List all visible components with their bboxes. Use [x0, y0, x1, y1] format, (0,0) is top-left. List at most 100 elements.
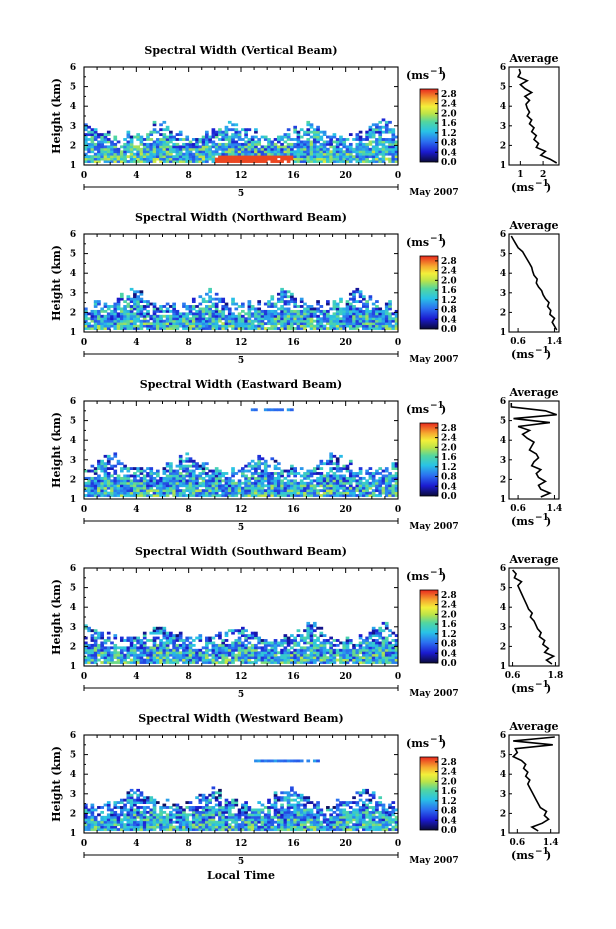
- heatmap-cell: [133, 494, 137, 497]
- heatmap-cell: [110, 157, 114, 161]
- heatmap-cell: [165, 152, 170, 156]
- heatmap-cell: [93, 476, 98, 480]
- heatmap-cell: [286, 408, 291, 412]
- heatmap-cell: [90, 469, 95, 473]
- heatmap-cell: [211, 142, 216, 146]
- heatmap-cell: [221, 130, 226, 134]
- heatmap-cell: [319, 643, 324, 647]
- heatmap-cell: [178, 656, 183, 660]
- heatmap-cell: [368, 133, 373, 136]
- heatmap-cell: [371, 327, 376, 330]
- heatmap-cell: [388, 661, 392, 664]
- heatmap-cell: [293, 317, 297, 321]
- heatmap-cell: [113, 309, 118, 313]
- heatmap-cell: [371, 631, 376, 635]
- heatmap-cell: [133, 651, 137, 655]
- panel-title: Spectral Width (Westward Beam): [138, 712, 343, 725]
- heatmap-cell: [306, 476, 311, 480]
- heatmap-cell: [113, 634, 118, 637]
- heatmap-cell: [129, 643, 134, 647]
- heatmap-cell: [375, 307, 379, 311]
- heatmap-cell: [257, 653, 262, 657]
- heatmap-cell: [178, 476, 183, 480]
- heatmap-cell: [191, 808, 196, 812]
- heatmap-cell: [270, 658, 275, 662]
- heatmap-cell: [290, 317, 294, 321]
- heatmap-cell: [322, 658, 327, 662]
- heatmap-cell: [394, 317, 399, 321]
- heatmap-cell: [149, 152, 154, 156]
- heatmap-cell: [103, 309, 108, 313]
- heatmap-cell: [93, 658, 98, 662]
- heatmap-cell: [198, 467, 203, 470]
- heatmap-cell: [290, 309, 294, 313]
- heatmap-cell: [384, 656, 389, 660]
- heatmap-cell: [231, 327, 235, 330]
- heatmap-cell: [306, 641, 311, 645]
- heatmap-cell: [299, 145, 304, 149]
- heatmap-cell: [244, 639, 248, 642]
- heatmap-cell: [159, 651, 163, 655]
- heatmap-cell: [303, 639, 307, 642]
- heatmap-cell: [303, 651, 307, 655]
- y-tick-label: 4: [70, 603, 76, 613]
- heatmap-cell: [270, 147, 275, 151]
- heatmap-cell: [263, 479, 268, 483]
- heatmap-cell: [296, 322, 301, 326]
- heatmap-cell: [247, 300, 252, 303]
- heatmap-cell: [218, 808, 222, 812]
- heatmap-cell: [129, 155, 134, 159]
- heatmap-cell: [90, 815, 95, 819]
- heatmap-cell: [188, 319, 193, 323]
- heatmap-cell: [362, 646, 366, 650]
- heatmap-cell: [155, 474, 160, 478]
- heatmap-cell: [257, 140, 262, 144]
- colorbar-tick-label: 0.8: [441, 640, 457, 650]
- heatmap-cell: [273, 317, 278, 321]
- heatmap-cell: [119, 658, 124, 662]
- heatmap-cell: [211, 160, 216, 163]
- heatmap-cell: [355, 472, 360, 475]
- heatmap-cell: [375, 317, 379, 321]
- heatmap-cell: [273, 476, 278, 480]
- x-tick-label: 12: [235, 171, 248, 181]
- heatmap-cell: [185, 305, 190, 308]
- heatmap-cell: [106, 459, 111, 463]
- heatmap-cell: [211, 646, 216, 650]
- heatmap-cell: [93, 646, 98, 650]
- heatmap-cell: [312, 160, 317, 163]
- heatmap-cell: [365, 130, 369, 134]
- heatmap-cell: [113, 661, 118, 664]
- heatmap-cell: [355, 133, 360, 136]
- heatmap-cell: [133, 646, 137, 650]
- heatmap-cell: [103, 491, 108, 495]
- heatmap-cell: [312, 479, 317, 483]
- heatmap-cell: [205, 309, 209, 313]
- heatmap-cell: [221, 472, 226, 475]
- heatmap-cell: [162, 305, 167, 308]
- heatmap-cell: [309, 155, 314, 159]
- heatmap-cell: [224, 324, 229, 328]
- heatmap-cell: [159, 828, 163, 831]
- heatmap-cell: [139, 656, 144, 660]
- heatmap-cell: [355, 135, 360, 139]
- heatmap-cell: [182, 469, 186, 473]
- heatmap-cell: [191, 820, 196, 824]
- heatmap-cell: [172, 653, 176, 657]
- heatmap-cell: [116, 661, 121, 664]
- heatmap-cell: [119, 319, 124, 323]
- heatmap-cell: [381, 327, 386, 330]
- heatmap-cell: [90, 806, 95, 809]
- heatmap-cell: [195, 152, 199, 156]
- heatmap-cell: [139, 142, 144, 146]
- heatmap-cell: [371, 472, 376, 475]
- heatmap-cell: [142, 648, 147, 652]
- heatmap-cell: [195, 464, 199, 468]
- heatmap-cell: [306, 472, 311, 475]
- heatmap-cell: [185, 469, 190, 473]
- heatmap-cell: [254, 486, 258, 490]
- heatmap-cell: [198, 476, 203, 480]
- heatmap-cell: [142, 486, 147, 490]
- heatmap-cell: [201, 155, 206, 159]
- heatmap-cell: [90, 138, 95, 141]
